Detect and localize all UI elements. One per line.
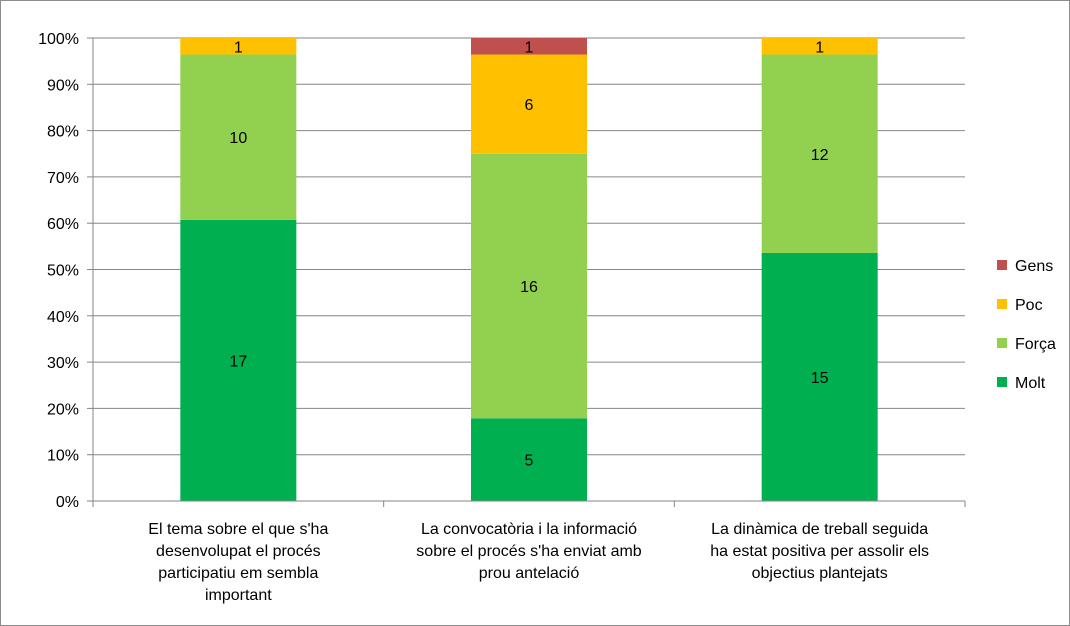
bar-segment-for-a bbox=[761, 54, 878, 253]
bar-segment-for-a bbox=[180, 54, 297, 220]
y-tick-label: 0% bbox=[56, 494, 79, 511]
y-tick-label: 40% bbox=[47, 309, 79, 326]
bar-segment-poc bbox=[471, 54, 587, 154]
y-tick-label: 100% bbox=[38, 31, 79, 48]
legend-label-molt: Molt bbox=[1015, 375, 1046, 392]
data-label: 1 bbox=[234, 39, 243, 56]
bar-segment-molt bbox=[471, 418, 587, 501]
legend-swatch-for-a bbox=[997, 338, 1007, 348]
x-category-label: El tema sobre el que s'ha desenvolupat el… bbox=[148, 521, 328, 604]
data-label: 5 bbox=[525, 453, 534, 470]
data-label: 12 bbox=[811, 147, 829, 164]
bar-segment-for-a bbox=[471, 153, 587, 419]
y-tick-label: 90% bbox=[47, 77, 79, 94]
bar-segment-molt bbox=[761, 252, 878, 501]
y-tick-label: 50% bbox=[47, 263, 79, 280]
x-category-label: La convocatòria i la informació sobre el … bbox=[416, 521, 642, 582]
y-tick-label: 10% bbox=[47, 448, 79, 465]
data-label: 1 bbox=[525, 39, 534, 56]
legend-label-for-a: Força bbox=[1015, 336, 1056, 353]
y-tick-label: 80% bbox=[47, 124, 79, 141]
bar-segment-poc bbox=[761, 38, 878, 55]
bars bbox=[180, 38, 878, 501]
data-label: 17 bbox=[229, 353, 247, 370]
legend: Gens Poc Força Molt bbox=[997, 258, 1056, 392]
data-label: 6 bbox=[525, 97, 534, 114]
data-label: 15 bbox=[811, 370, 829, 387]
data-label: 16 bbox=[520, 279, 538, 296]
y-tick-label: 30% bbox=[47, 355, 79, 372]
bar-segment-gens bbox=[471, 38, 587, 55]
legend-label-gens: Gens bbox=[1015, 258, 1053, 275]
legend-swatch-molt bbox=[997, 377, 1007, 387]
y-tick-label: 70% bbox=[47, 170, 79, 187]
bar-segment-poc bbox=[180, 38, 297, 55]
data-label: 1 bbox=[815, 39, 824, 56]
legend-swatch-poc bbox=[997, 299, 1007, 309]
y-tick-label: 20% bbox=[47, 401, 79, 418]
axes: 0% 10% 20% 30% 40% 50% 60% 70% 80% 90% 100% El tema… bbox=[38, 31, 966, 604]
x-category-label: La dinàmica de treball seguida ha estat p… bbox=[710, 521, 929, 582]
legend-label-poc: Poc bbox=[1015, 297, 1043, 314]
bar-segment-molt bbox=[180, 219, 297, 501]
y-tick-label: 60% bbox=[47, 216, 79, 233]
data-label: 10 bbox=[229, 130, 247, 147]
legend-swatch-gens bbox=[997, 260, 1007, 270]
